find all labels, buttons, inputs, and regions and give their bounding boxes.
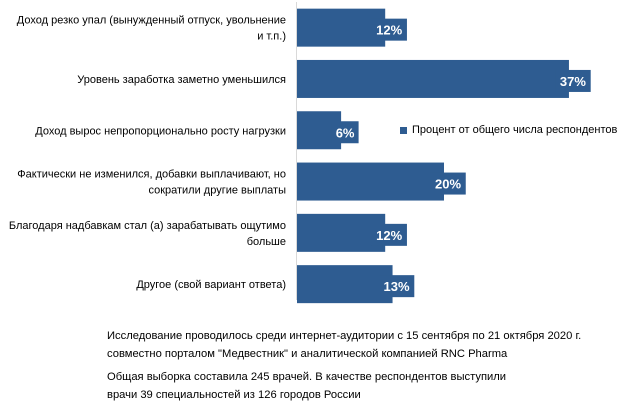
category-label: Доход резко упал (вынужденный отпуск, ув… <box>17 15 286 43</box>
value-label-badge <box>430 172 466 195</box>
category-label: Доход вырос непропорционально росту нагр… <box>35 125 286 137</box>
category-label-line: Другое (свой вариант ответа) <box>136 279 286 291</box>
sample-note: Общая выборка составила 245 врачей. В ка… <box>107 368 506 404</box>
bar <box>297 265 393 304</box>
category-label-line: сократили другие выплаты <box>148 185 286 197</box>
value-label-badge <box>331 121 359 144</box>
value-label-badge <box>371 18 407 41</box>
legend: Процент от общего числа респондентов <box>400 124 617 136</box>
value-label: 12% <box>376 23 402 38</box>
value-label: 6% <box>336 125 355 140</box>
category-label-line: Благодаря надбавкам стал (а) зарабатыват… <box>9 220 286 232</box>
bar <box>297 213 386 252</box>
legend-swatch <box>400 126 407 134</box>
bar <box>297 162 444 201</box>
value-label: 37% <box>560 74 586 89</box>
value-label-badge <box>371 223 407 246</box>
category-label: Уровень заработка заметно уменьшился <box>77 74 286 86</box>
category-label: Другое (свой вариант ответа) <box>136 279 286 291</box>
bar-chart: 12% Доход резко упал (вынужденный отпуск,… <box>9 2 591 304</box>
note-line-4: врачи 39 специальностей из 126 городов Р… <box>107 389 361 401</box>
category-label-line: и т.п.) <box>257 31 286 43</box>
category-label: Благодаря надбавкам стал (а) зарабатыват… <box>9 220 286 248</box>
value-label: 12% <box>376 228 402 243</box>
bar <box>297 59 569 98</box>
note-line-3: Общая выборка составила 245 врачей. В ка… <box>107 371 507 383</box>
category-label-line: Доход вырос непропорционально росту нагр… <box>35 125 286 137</box>
value-label: 20% <box>435 177 461 192</box>
note-line-2: совместно порталом "Медвестник" и аналит… <box>107 348 508 360</box>
value-label-badge <box>555 69 591 92</box>
category-label-line: больше <box>247 236 286 248</box>
bar <box>297 8 386 47</box>
survey-note: Исследование проводилось среди интернет-… <box>107 327 581 363</box>
value-label-badge <box>378 275 415 298</box>
value-label: 13% <box>384 279 410 294</box>
legend-label: Процент от общего числа респондентов <box>412 124 618 136</box>
note-line-1: Исследование проводилось среди интернет-… <box>107 330 582 342</box>
category-label: Фактически не изменился, добавки выплачи… <box>17 169 286 197</box>
category-label-line: Фактически не изменился, добавки выплачи… <box>17 169 286 181</box>
category-label-line: Уровень заработка заметно уменьшился <box>77 74 286 86</box>
category-label-line: Доход резко упал (вынужденный отпуск, ув… <box>17 15 286 27</box>
